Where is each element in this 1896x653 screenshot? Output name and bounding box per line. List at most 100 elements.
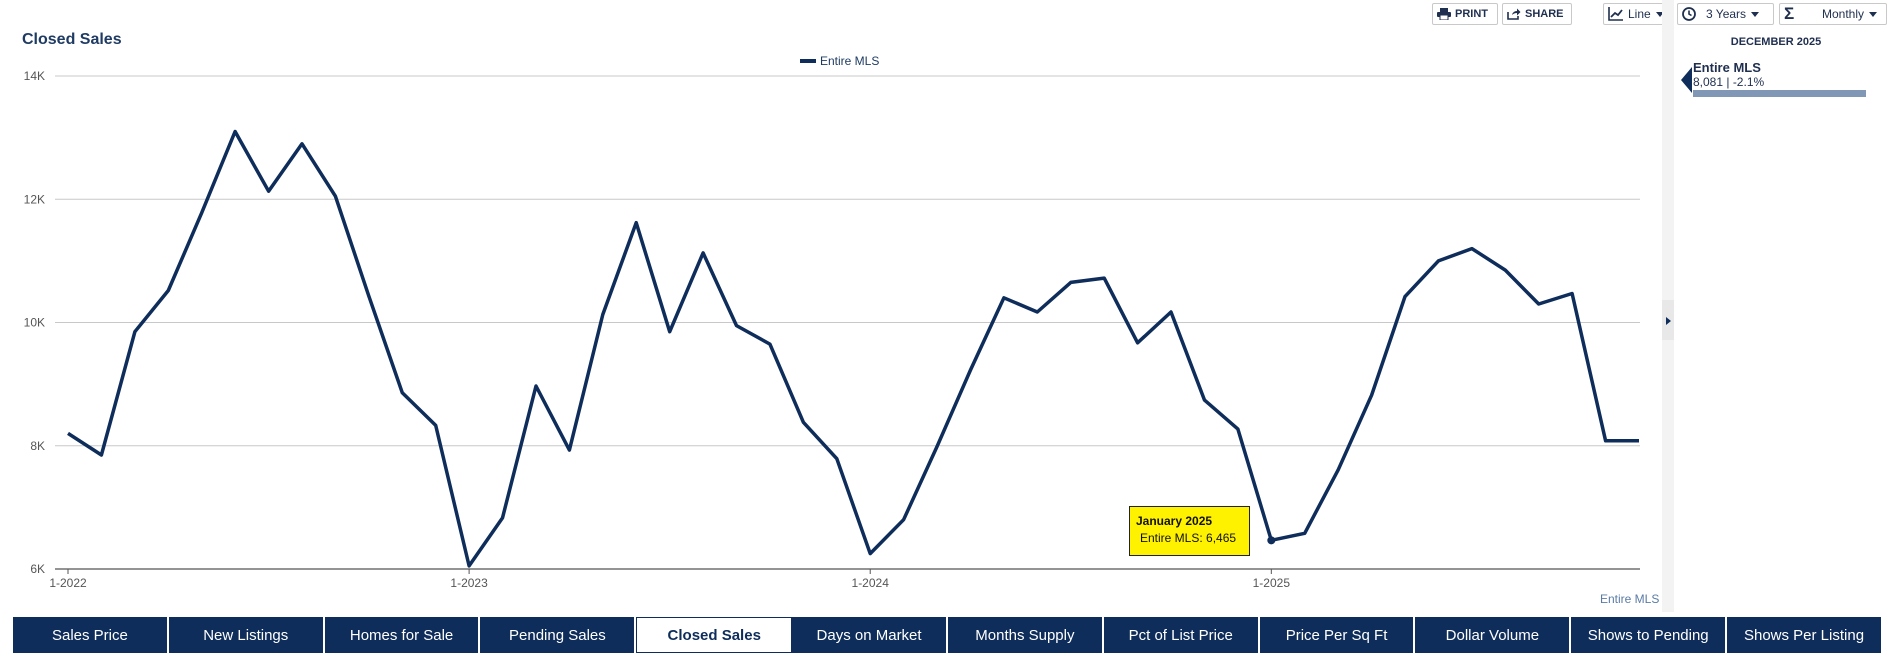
data-point[interactable]: [296, 138, 308, 150]
tab-closed-sales[interactable]: Closed Sales: [636, 617, 793, 653]
data-point[interactable]: [864, 548, 876, 560]
data-point[interactable]: [597, 308, 609, 320]
share-label: SHARE: [1525, 8, 1564, 20]
series-line-entire-mls: [67, 129, 1639, 568]
data-point[interactable]: [62, 427, 74, 439]
data-point[interactable]: [1232, 423, 1244, 435]
x-tick-label: 1-2023: [450, 576, 488, 590]
tab-days-on-market[interactable]: Days on Market: [792, 617, 948, 653]
chevron-down-icon: [1655, 11, 1664, 17]
data-point[interactable]: [1566, 288, 1578, 300]
print-label: PRINT: [1455, 8, 1488, 20]
data-point[interactable]: [664, 326, 676, 338]
data-point[interactable]: [396, 387, 408, 399]
data-point[interactable]: [95, 449, 107, 461]
tab-dollar-volume[interactable]: Dollar Volume: [1415, 617, 1572, 653]
data-point[interactable]: [931, 440, 943, 452]
data-point[interactable]: [764, 338, 776, 350]
data-point[interactable]: [1165, 306, 1177, 318]
data-point[interactable]: [1098, 272, 1110, 284]
chevron-right-icon: [1666, 317, 1671, 325]
data-point[interactable]: [898, 514, 910, 526]
data-point[interactable]: [1031, 306, 1043, 318]
panel-date: DECEMBER 2025: [1730, 36, 1822, 48]
data-point[interactable]: [998, 292, 1010, 304]
data-point[interactable]: [1065, 276, 1077, 288]
legend-label: Entire MLS: [820, 54, 880, 68]
data-point[interactable]: [1466, 243, 1478, 255]
y-tick-label: 10K: [24, 316, 45, 330]
panel-series-name: Entire MLS: [1693, 60, 1761, 75]
aggregation-value: Monthly: [1822, 7, 1865, 21]
y-tick-label: 8K: [30, 439, 45, 453]
data-point[interactable]: [263, 185, 275, 197]
data-point[interactable]: [1499, 264, 1511, 276]
chevron-down-icon: [1869, 11, 1878, 17]
data-point[interactable]: [831, 453, 843, 465]
chart-legend: Entire MLS: [800, 54, 879, 68]
data-point[interactable]: [1600, 435, 1612, 447]
share-button[interactable]: SHARE: [1502, 3, 1572, 25]
data-point[interactable]: [1399, 291, 1411, 303]
tab-months-supply[interactable]: Months Supply: [947, 617, 1104, 653]
tab-shows-per-listing[interactable]: Shows Per Listing: [1727, 617, 1883, 653]
data-point[interactable]: [697, 247, 709, 259]
data-point[interactable]: [1198, 394, 1210, 406]
data-point[interactable]: [363, 290, 375, 302]
highlighted-data-point: [1267, 536, 1276, 545]
y-tick-label: 14K: [24, 69, 45, 83]
line-chart: 6K 8K 10K 12K 14K 1-2022 1-2023 1-2024 1-2025: [24, 69, 1645, 590]
x-tick-label: 1-2022: [49, 576, 87, 590]
data-point[interactable]: [463, 560, 475, 572]
data-point[interactable]: [731, 320, 743, 332]
panel-value: 8,081 | -2.1%: [1693, 75, 1765, 89]
data-point[interactable]: [1299, 527, 1311, 539]
chart-title: Closed Sales: [22, 31, 122, 48]
data-point[interactable]: [1132, 337, 1144, 349]
metric-tabs: Sales Price New Listings Homes for Sale Pen…: [13, 617, 1883, 653]
data-point[interactable]: [196, 207, 208, 219]
printer-icon: [1437, 8, 1451, 20]
data-point[interactable]: [797, 416, 809, 428]
data-point[interactable]: [1332, 464, 1344, 476]
sigma-icon: Σ: [1784, 4, 1795, 23]
clock-icon: [1682, 7, 1696, 21]
tab-new-listings[interactable]: New Listings: [168, 617, 325, 653]
pointer-arrow-icon: [1681, 67, 1692, 93]
tab-price-per-sq-ft[interactable]: Price Per Sq Ft: [1259, 617, 1416, 653]
data-point[interactable]: [129, 326, 141, 338]
legend-swatch: [800, 59, 816, 63]
data-point[interactable]: [497, 512, 509, 524]
chart-type-value: Line: [1628, 7, 1651, 21]
tab-pct-of-list-price[interactable]: Pct of List Price: [1103, 617, 1260, 653]
data-point[interactable]: [229, 125, 241, 137]
data-point[interactable]: [630, 217, 642, 229]
data-point[interactable]: [430, 419, 442, 431]
print-button[interactable]: PRINT: [1432, 3, 1498, 25]
panel-value-bar: [1693, 90, 1866, 97]
data-point[interactable]: [329, 190, 341, 202]
data-point[interactable]: [530, 380, 542, 392]
series-footer-label: Entire MLS: [1600, 592, 1660, 606]
y-tick-label: 12K: [24, 192, 45, 206]
data-point[interactable]: [964, 364, 976, 376]
chart-tooltip: January 2025 Entire MLS: 6,465: [1129, 506, 1250, 556]
data-point[interactable]: [1633, 435, 1645, 447]
tab-sales-price[interactable]: Sales Price: [13, 617, 169, 653]
data-point[interactable]: [162, 284, 174, 296]
tab-shows-to-pending[interactable]: Shows to Pending: [1571, 617, 1728, 653]
y-tick-label: 6K: [30, 562, 45, 576]
aggregation-dropdown[interactable]: Σ Monthly: [1779, 3, 1887, 25]
data-point[interactable]: [563, 444, 575, 456]
data-point[interactable]: [1432, 255, 1444, 267]
x-tick-label: 1-2024: [852, 576, 890, 590]
tab-pending-sales[interactable]: Pending Sales: [480, 617, 637, 653]
chevron-down-icon: [1751, 11, 1760, 17]
line-chart-icon: [1608, 7, 1623, 21]
share-icon: [1507, 8, 1521, 20]
chart-type-dropdown[interactable]: Line: [1603, 3, 1673, 25]
range-dropdown[interactable]: 3 Years: [1677, 3, 1774, 25]
data-point[interactable]: [1366, 389, 1378, 401]
data-point[interactable]: [1533, 298, 1545, 310]
tab-homes-for-sale[interactable]: Homes for Sale: [324, 617, 481, 653]
